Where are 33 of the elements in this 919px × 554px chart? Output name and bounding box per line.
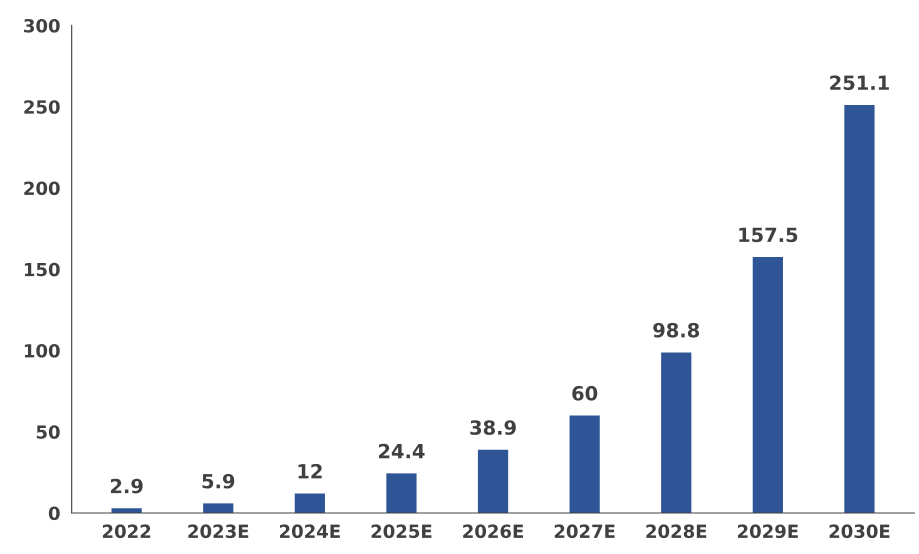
y-tick-label: 250 xyxy=(24,100,60,114)
data-label: 24.4 xyxy=(378,444,425,458)
data-label: 2.9 xyxy=(110,478,143,494)
data-label: 5.9 xyxy=(202,474,234,489)
bar xyxy=(570,416,600,514)
bar xyxy=(478,450,508,514)
data-label: 60 xyxy=(572,386,598,401)
x-tick-label: 2022 xyxy=(102,524,150,538)
bar xyxy=(203,503,234,514)
bar xyxy=(294,494,325,514)
data-label: 98.8 xyxy=(653,322,700,338)
bar xyxy=(752,257,783,514)
data-label: 12 xyxy=(298,464,322,478)
x-tick-label: 2025E xyxy=(372,524,432,538)
y-tick-label: 50 xyxy=(36,425,60,439)
y-tick-label: 300 xyxy=(24,18,60,33)
y-tick-label: 100 xyxy=(24,344,60,358)
x-tick-label: 2027E xyxy=(554,524,615,538)
x-tick-label: 2023E xyxy=(188,524,248,538)
x-tick-label: 2024E xyxy=(280,524,340,538)
bar xyxy=(844,104,875,514)
y-tick-label: 150 xyxy=(24,262,60,276)
bar xyxy=(661,352,692,514)
x-tick-label: 2029E xyxy=(738,524,798,538)
x-tick-label: 2030E xyxy=(830,524,890,538)
data-label: 251.1 xyxy=(830,75,889,90)
x-tick-label: 2028E xyxy=(646,524,706,538)
bar xyxy=(386,473,417,514)
x-tick-label: 2026E xyxy=(463,524,524,538)
y-tick-label: 0 xyxy=(48,506,60,520)
data-label: 38.9 xyxy=(470,420,516,435)
data-label: 157.5 xyxy=(739,228,798,242)
y-tick-label: 200 xyxy=(24,181,60,196)
